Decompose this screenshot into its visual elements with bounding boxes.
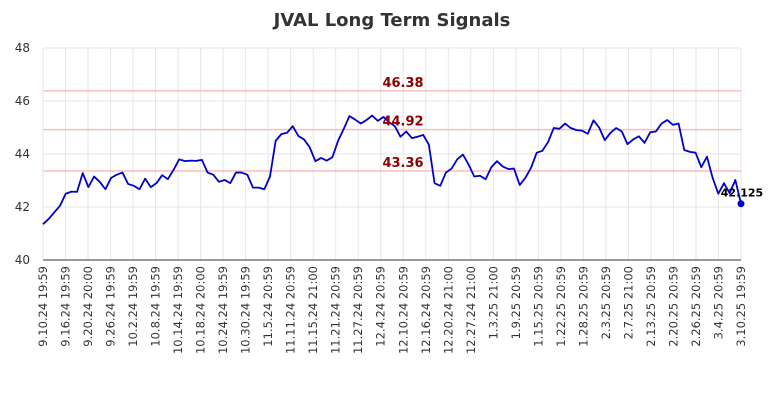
y-tick-label: 42	[15, 200, 30, 214]
x-tick-label: 12.10.24 20:59	[396, 266, 410, 354]
labels: 46.38 44.92 43.36 42.125	[382, 76, 763, 200]
x-tick-label: 12.20.24 21:00	[441, 266, 455, 354]
last-point-marker	[737, 200, 745, 208]
y-tick-label: 40	[15, 253, 30, 267]
x-tick-label: 10.2.24 19:59	[126, 266, 140, 347]
x-tick-label: 11.11.24 20:59	[284, 266, 298, 354]
series-layer	[42, 114, 745, 225]
x-tick-label: 11.21.24 20:59	[329, 266, 343, 354]
x-tick-label: 2.13.25 20:59	[644, 266, 658, 347]
x-tick-label: 11.27.24 20:59	[351, 266, 365, 354]
x-tick-label: 3.4.25 20:59	[711, 266, 725, 339]
x-tick-label: 9.26.24 19:59	[104, 266, 118, 347]
x-tick-label: 2.20.25 20:59	[666, 266, 680, 347]
chart-title: JVAL Long Term Signals	[272, 10, 511, 31]
x-tick-label: 12.16.24 20:59	[419, 266, 433, 354]
y-tick-label: 48	[15, 41, 30, 55]
x-tick-label: 12.4.24 20:59	[374, 266, 388, 347]
y-tick-label: 46	[15, 94, 30, 108]
x-tick-label: 2.7.25 21:00	[621, 266, 635, 339]
x-tick-label: 9.10.24 19:59	[36, 266, 50, 347]
x-tick-label: 1.3.25 21:00	[486, 266, 500, 339]
x-tick-label: 1.9.25 20:59	[509, 266, 523, 339]
signal-line-label: 44.92	[382, 115, 423, 130]
y-tick-label: 44	[15, 147, 30, 161]
x-tick-label: 10.30.24 19:59	[239, 266, 253, 354]
x-tick-label: 1.28.25 20:59	[576, 266, 590, 347]
x-tick-label: 11.5.24 20:59	[261, 266, 275, 347]
x-tick-label: 10.24.24 19:59	[216, 266, 230, 354]
signal-line-label: 46.38	[382, 76, 423, 91]
x-tick-label: 1.15.25 20:59	[531, 266, 545, 347]
series-line-jval	[42, 114, 742, 225]
axes: 40 42 44 46 48 9.10.24 19:59 9.16.24 19:59 9.20…	[15, 41, 748, 354]
x-tick-label: 11.15.24 21:00	[306, 266, 320, 354]
x-tick-label: 10.14.24 19:59	[171, 266, 185, 354]
x-tick-label: 1.22.25 20:59	[554, 266, 568, 347]
x-tick-label: 10.8.24 19:59	[149, 266, 163, 347]
last-point-label: 42.125	[721, 187, 763, 200]
x-tick-label: 9.16.24 19:59	[59, 266, 73, 347]
x-tick-label: 2.26.25 20:59	[689, 266, 703, 347]
x-tick-label: 2.3.25 20:59	[599, 266, 613, 339]
signal-line-label: 43.36	[382, 156, 423, 171]
x-tick-label: 12.27.24 21:00	[464, 266, 478, 354]
x-tick-label: 10.18.24 20:00	[194, 266, 208, 354]
x-tick-label: 3.10.25 19:59	[734, 266, 748, 347]
x-tick-label: 9.20.24 20:00	[81, 266, 95, 347]
signal-lines	[43, 90, 741, 172]
